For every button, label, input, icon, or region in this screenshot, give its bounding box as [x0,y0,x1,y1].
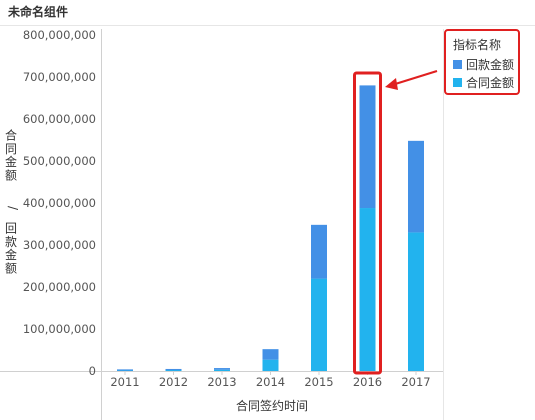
x-tick-label: 2013 [207,375,236,389]
bar-segment[interactable] [408,232,424,371]
y-axis-title-char: 额 [5,262,17,276]
y-axis-title-char: 金 [5,154,17,169]
y-tick-label: 300,000,000 [23,238,96,252]
annotation-layer [353,69,438,375]
x-tick-label: 2016 [353,375,382,389]
y-axis-title-char: 款 [5,235,17,249]
x-tick-label: 2017 [401,375,430,389]
x-tick-label: 2015 [304,375,333,389]
y-tick-label: 500,000,000 [23,154,96,168]
legend-swatch-hetong [453,77,462,87]
y-tick-label: 800,000,000 [23,28,96,42]
bar-segment[interactable] [262,349,279,360]
y-axis-title-char: 金 [5,247,17,262]
legend-item-hetong[interactable]: 合同金额 [453,74,514,90]
y-tick-label: 0 [89,364,96,378]
y-axis-title-char: 额 [5,168,17,182]
highlight-box [353,71,382,375]
bar-segment[interactable] [165,369,182,371]
bar-segment[interactable] [262,359,279,371]
labels-layer: 0 100,000,000 200,000,000 300,000,000 400,00… [5,28,431,413]
highlight-arrow-head [385,78,398,90]
legend-title: 指标名称 [453,38,502,52]
legend-swatch-huikuan [453,59,462,69]
bar-segment[interactable] [214,368,230,370]
legend: 指标名称 回款金额 合同金额 [444,29,520,95]
x-tick-label: 2011 [110,375,139,389]
widget-title: 未命名组件 [8,5,69,19]
bar-segment[interactable] [311,278,327,371]
legend-label-hetong: 合同金额 [466,75,515,90]
y-axis-title-char: 同 [5,142,17,156]
y-axis-title-char [9,182,13,196]
x-tick-label: 2012 [159,375,188,389]
legend-item-huikuan[interactable]: 回款金额 [453,56,514,72]
y-axis-title-char [9,208,13,222]
y-axis-title-char: / [6,206,20,211]
bar-segment[interactable] [359,208,376,371]
x-axis-title: 合同签约时间 [236,398,308,413]
bar-segment[interactable] [359,85,376,209]
legend-label-huikuan: 回款金额 [466,57,515,72]
y-axis-title-char: 回 [5,222,17,236]
bars-layer [117,85,424,371]
bar-segment[interactable] [408,140,424,233]
axes-layer [0,29,444,420]
title-divider [0,25,535,26]
y-tick-label: 400,000,000 [23,196,96,210]
x-tick-label: 2014 [256,375,285,389]
y-tick-label: 100,000,000 [23,322,96,336]
bar-segment[interactable] [117,369,133,371]
y-tick-label: 200,000,000 [23,280,96,294]
highlight-arrow-line [391,69,438,87]
y-tick-label: 600,000,000 [23,112,96,126]
bar-segment[interactable] [214,369,230,371]
bar-segment[interactable] [165,368,182,371]
y-axis-title: 合同金额 / 回款金额 [5,128,20,276]
y-axis-title-char: 合 [5,128,17,143]
y-tick-label: 700,000,000 [23,70,96,84]
bar-segment[interactable] [311,224,327,279]
